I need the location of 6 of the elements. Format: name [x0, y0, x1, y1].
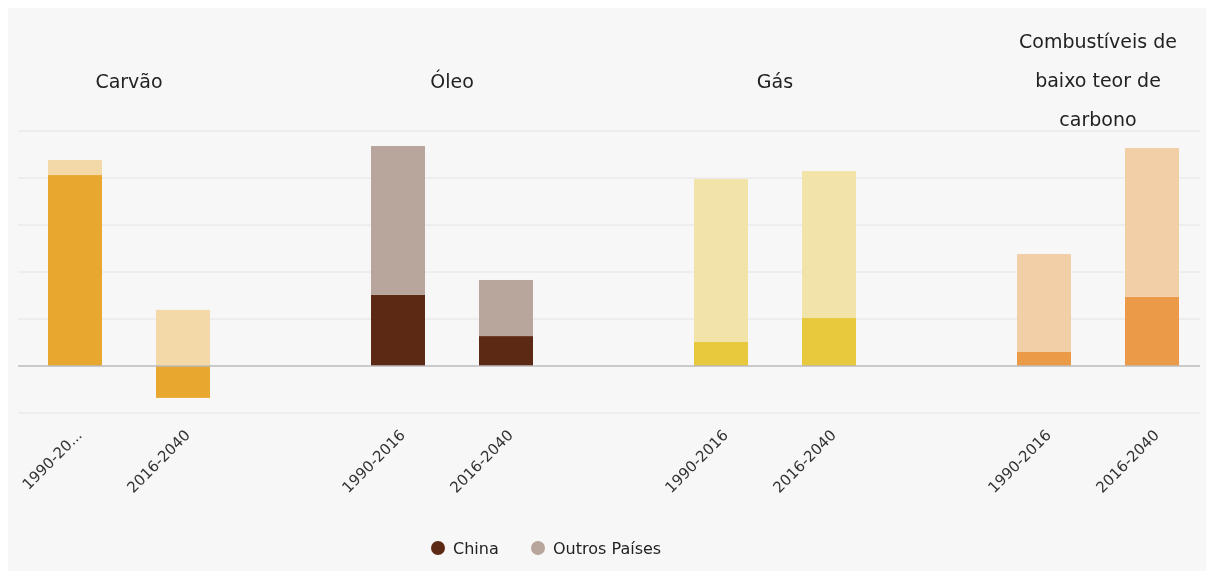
- text: Carvão: [95, 70, 163, 92]
- text: Óleo: [430, 69, 474, 92]
- text: Gás: [756, 70, 794, 92]
- text: Combustíveis de baixo teor de carbono: [1018, 30, 1178, 130]
- legend-label: China: [453, 539, 499, 558]
- legend-label: Outros Países: [553, 539, 662, 558]
